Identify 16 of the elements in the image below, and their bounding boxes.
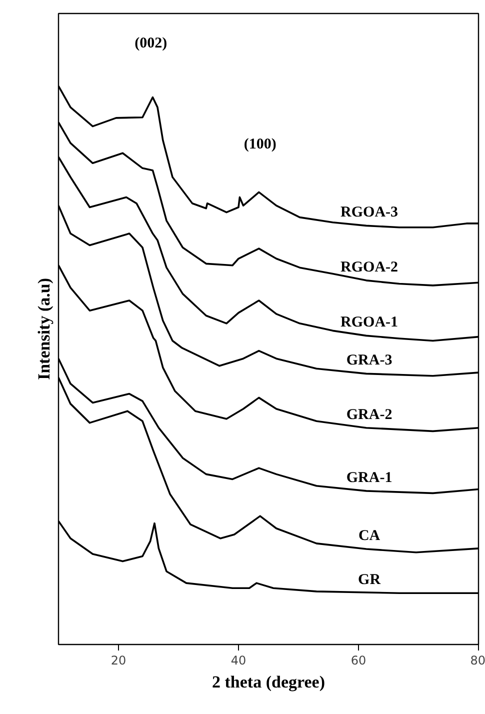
- series-label: GRA-1: [346, 470, 392, 486]
- series-label: RGOA-2: [340, 259, 398, 276]
- x-tick-label: 20: [110, 654, 126, 668]
- series-label: GR: [358, 572, 381, 588]
- text: (002): [134, 35, 168, 52]
- series-label: RGOA-3: [340, 204, 398, 221]
- x-tick-label: 60: [350, 654, 366, 668]
- series-label: RGOA-1: [340, 314, 398, 331]
- x-tick-label: 40: [230, 654, 246, 668]
- annotation: (100): [244, 136, 276, 152]
- series-label: GRA-3: [346, 352, 392, 369]
- x-tick-label: 80: [470, 654, 485, 668]
- y-axis-title: Intensity (a.u): [34, 278, 54, 380]
- series-label: GRA-2: [346, 406, 392, 423]
- x-axis-title: 2 theta (degree): [212, 672, 325, 692]
- series-label: CA: [358, 528, 380, 544]
